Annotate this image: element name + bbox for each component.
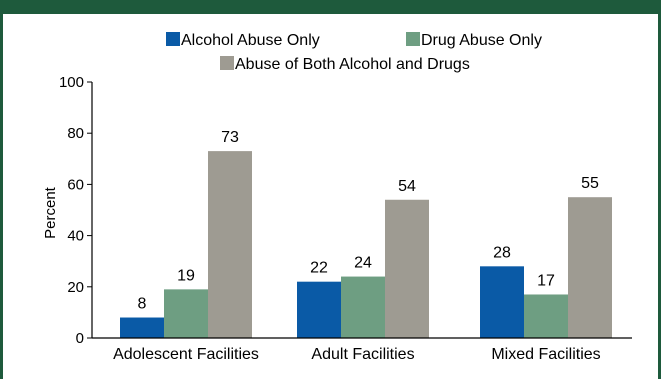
x-category-label: Adult Facilities: [311, 346, 414, 363]
data-labels: 8 19 73 22 24 54 28 17 55: [138, 129, 599, 312]
bar-1-0: [297, 281, 341, 338]
y-axis: 0 20 40 60 80 100: [59, 74, 92, 347]
x-category-label: Mixed Facilities: [491, 346, 600, 363]
axes: [91, 82, 632, 339]
y-tick-label: 20: [67, 279, 84, 296]
bar-0-0: [120, 317, 164, 338]
legend-swatch-drug: [406, 32, 420, 46]
bar-2-1: [524, 294, 568, 338]
bar-2-0: [480, 266, 524, 338]
bar-1-2: [385, 199, 429, 338]
legend: Alcohol Abuse Only Drug Abuse Only Abuse…: [166, 32, 542, 73]
y-tick-label: 0: [76, 330, 84, 347]
data-label-1-1: 24: [354, 255, 372, 272]
data-label-2-1: 17: [537, 272, 555, 289]
data-label-0-2: 73: [221, 129, 239, 146]
data-label-2-2: 55: [581, 175, 599, 192]
data-label-1-2: 54: [398, 178, 416, 195]
x-category-label: Adolescent Facilities: [113, 346, 259, 363]
bar-0-2: [208, 151, 252, 338]
bar-1-1: [341, 276, 385, 338]
bar-0-1: [164, 289, 208, 338]
bar-2-2: [568, 197, 612, 338]
x-axis-labels: Adolescent Facilities Adult Facilities Mix…: [113, 346, 601, 363]
legend-swatch-both: [220, 56, 234, 70]
data-label-0-1: 19: [177, 267, 195, 284]
legend-label-drug: Drug Abuse Only: [421, 32, 542, 49]
legend-label-alcohol: Alcohol Abuse Only: [181, 32, 320, 49]
y-tick-label: 100: [59, 74, 84, 91]
header-band: [0, 0, 661, 14]
legend-swatch-alcohol: [166, 32, 180, 46]
y-tick-label: 60: [67, 176, 84, 193]
y-tick-label: 80: [67, 125, 84, 142]
data-label-1-0: 22: [310, 260, 328, 277]
bars: [120, 151, 612, 338]
legend-label-both: Abuse of Both Alcohol and Drugs: [235, 56, 470, 73]
y-tick-label: 40: [67, 228, 84, 245]
y-axis-title: Percent: [42, 186, 59, 239]
data-label-0-0: 8: [138, 296, 147, 313]
data-label-2-0: 28: [493, 244, 511, 261]
